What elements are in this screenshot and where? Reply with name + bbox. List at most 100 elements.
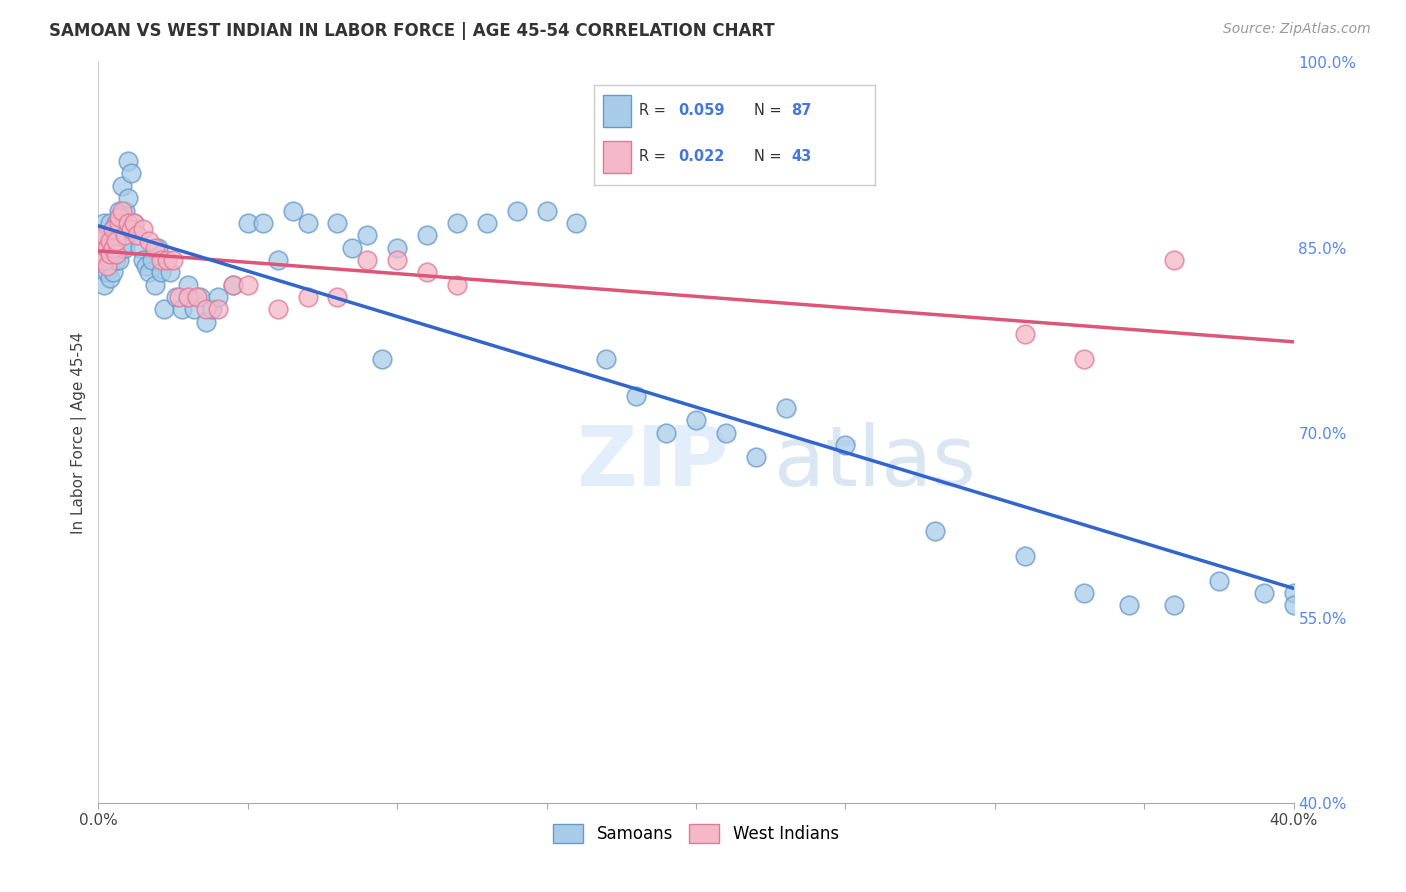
Point [96, 240, 118, 255]
Point [207, 302, 229, 317]
Text: SAMOAN VS WEST INDIAN IN LABOR FORCE | AGE 45-54 CORRELATION CHART: SAMOAN VS WEST INDIAN IN LABOR FORCE | A… [49, 22, 775, 40]
Point [141, 252, 163, 267]
Point [655, 425, 678, 440]
Point [98, 271, 122, 285]
Point [117, 191, 139, 205]
Point [156, 252, 179, 267]
Point [129, 240, 152, 255]
Point [105, 235, 128, 249]
Point [124, 216, 146, 230]
Point [714, 425, 737, 440]
Legend: Samoans, West Indians: Samoans, West Indians [547, 817, 845, 850]
Point [105, 216, 128, 230]
Point [385, 252, 409, 267]
Text: ZIP: ZIP [576, 422, 728, 503]
Point [222, 277, 245, 292]
Point [326, 290, 349, 304]
Point [775, 401, 797, 415]
Point [207, 290, 229, 304]
Point [93, 277, 115, 292]
Point [98, 240, 122, 255]
Point [96, 252, 118, 267]
Point [98, 252, 122, 267]
Point [132, 252, 155, 267]
Point [103, 222, 125, 236]
Point [120, 166, 142, 180]
Point [342, 240, 364, 255]
Point [195, 302, 218, 317]
Point [138, 265, 160, 279]
Point [120, 222, 142, 236]
Point [90, 228, 112, 243]
Point [114, 203, 136, 218]
Point [595, 351, 617, 366]
Point [103, 265, 125, 279]
Point [93, 216, 115, 230]
Text: atlas: atlas [773, 422, 976, 503]
Point [195, 314, 218, 328]
Point [183, 302, 205, 317]
Point [1253, 586, 1275, 600]
Point [111, 240, 134, 255]
Point [1073, 351, 1095, 366]
Point [222, 277, 245, 292]
Point [105, 252, 128, 267]
Point [267, 302, 290, 317]
Point [127, 228, 149, 243]
Point [1282, 586, 1305, 600]
Point [150, 252, 173, 267]
Point [177, 277, 200, 292]
Point [162, 252, 184, 267]
Point [127, 228, 149, 243]
Point [924, 524, 946, 539]
Point [135, 259, 157, 273]
Point [150, 265, 173, 279]
Point [111, 216, 134, 230]
Point [267, 252, 290, 267]
Point [385, 240, 409, 255]
Point [165, 290, 187, 304]
Point [114, 240, 136, 255]
Point [108, 228, 131, 243]
Point [132, 222, 155, 236]
Y-axis label: In Labor Force | Age 45-54: In Labor Force | Age 45-54 [72, 332, 87, 533]
Point [1282, 599, 1305, 613]
Point [297, 290, 319, 304]
Point [124, 216, 146, 230]
Point [1163, 599, 1185, 613]
Point [98, 235, 122, 249]
Point [834, 438, 856, 452]
Point [153, 302, 176, 317]
Point [1208, 574, 1230, 588]
Point [177, 290, 200, 304]
Point [188, 290, 211, 304]
Point [93, 252, 115, 267]
Point [108, 252, 131, 267]
Point [105, 240, 128, 255]
Point [108, 210, 131, 224]
Point [103, 235, 125, 249]
Point [90, 252, 112, 267]
Point [111, 178, 134, 193]
Point [297, 216, 319, 230]
Point [506, 203, 529, 218]
Point [98, 216, 122, 230]
Point [626, 389, 648, 403]
Point [186, 290, 208, 304]
Point [103, 222, 125, 236]
Point [281, 203, 304, 218]
Point [96, 228, 118, 243]
Point [143, 277, 166, 292]
Point [90, 235, 112, 249]
Point [1014, 326, 1036, 341]
Point [90, 246, 112, 260]
Point [565, 216, 588, 230]
Point [117, 154, 139, 169]
Point [536, 203, 558, 218]
Point [111, 203, 134, 218]
Point [103, 240, 125, 255]
Point [108, 216, 131, 230]
Point [446, 277, 468, 292]
Point [143, 240, 166, 255]
Point [745, 450, 768, 465]
